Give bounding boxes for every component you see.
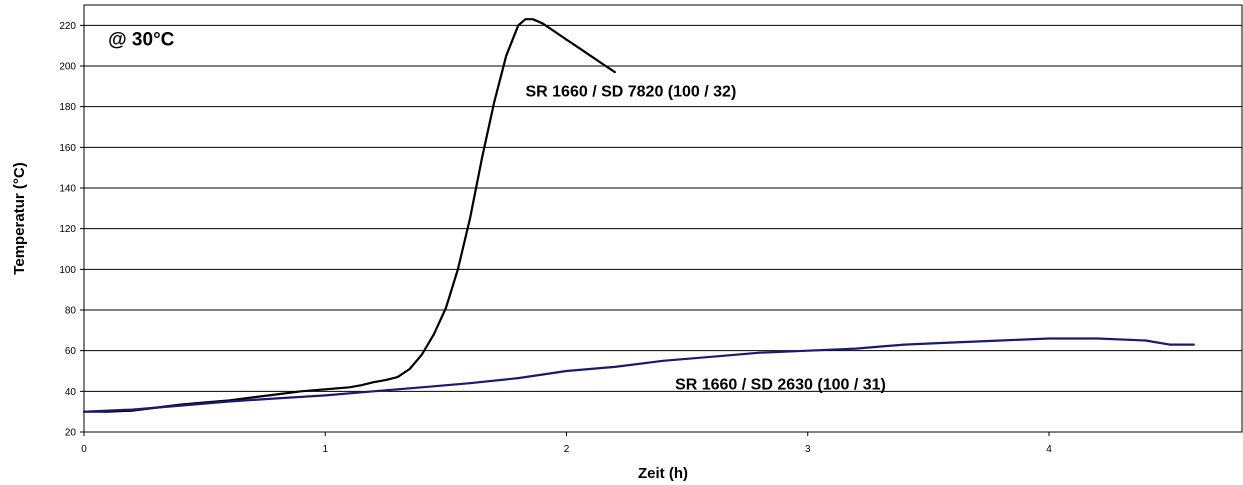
y-tick-label: 140 [59,184,76,195]
y-tick-label: 220 [59,21,76,32]
x-tick-label: 2 [564,444,570,455]
y-tick-label: 20 [65,428,77,439]
series-lines [82,18,1195,413]
y-tick-label: 120 [59,224,76,235]
y-tick-label: 200 [59,62,76,73]
y-axis-label: Temperatur (°C) [11,162,28,274]
x-tick-label: 1 [322,444,328,455]
series-label-0: SR 1660 / SD 7820 (100 / 32) [525,84,736,101]
y-tick-label: 100 [59,265,76,276]
tick-labels: 20 40 60 80 100 120 140 160 180 200 220 0 1 2 3 4 [59,21,1052,455]
annotation-temperature: @ 30°C [108,30,175,51]
grid-lines [84,24,1242,392]
x-tick-label: 0 [81,444,87,455]
series-labels: SR 1660 / SD 7820 (100 / 32) SR 1660 / SD… [525,84,885,394]
x-axis-label: Zeit (h) [638,465,688,482]
series-line-1 [82,337,1195,413]
series-label-1: SR 1660 / SD 2630 (100 / 31) [675,376,886,393]
y-tick-label: 180 [59,102,76,113]
series-line-0 [82,18,616,413]
x-tick-label: 3 [805,444,811,455]
y-tick-label: 60 [65,346,77,357]
plot-border [83,4,1243,433]
axes [80,4,1243,436]
y-tick-label: 40 [65,387,77,398]
y-tick-label: 160 [59,143,76,154]
x-tick-label: 4 [1046,444,1052,455]
y-tick-label: 80 [65,306,77,317]
